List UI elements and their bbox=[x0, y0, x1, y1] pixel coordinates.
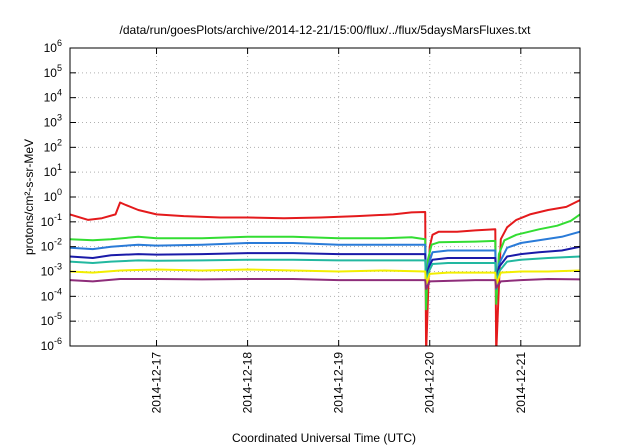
x-tick-label: 2014-12-18 bbox=[241, 352, 255, 414]
series-line-4 bbox=[70, 245, 580, 283]
y-axis-label: protons/cm²-s-sr-MeV bbox=[22, 139, 36, 255]
x-tick-labels: 2014-12-17 2014-12-18 2014-12-19 2014-12-20… bbox=[150, 352, 528, 414]
chart-title: /data/run/goesPlots/archive/2014-12-21/1… bbox=[120, 23, 532, 37]
axes bbox=[69, 47, 581, 347]
series-lines bbox=[70, 199, 580, 346]
x-tick-label: 2014-12-17 bbox=[150, 352, 164, 414]
series-line-7 bbox=[70, 278, 580, 290]
y-tick-label: 100 bbox=[44, 187, 62, 204]
y-tick-label: 10-2 bbox=[41, 237, 62, 254]
x-tick-label: 2014-12-21 bbox=[514, 352, 528, 414]
series-line-1 bbox=[70, 199, 580, 346]
y-tick-label: 104 bbox=[44, 88, 62, 105]
y-tick-label: 106 bbox=[44, 38, 62, 55]
y-tick-label: 10-4 bbox=[41, 286, 62, 303]
series-line-6 bbox=[70, 268, 580, 286]
grid bbox=[70, 48, 580, 346]
x-tick-label: 2014-12-19 bbox=[332, 352, 346, 414]
y-tick-label: 103 bbox=[44, 113, 62, 130]
y-tick-label: 102 bbox=[44, 137, 62, 154]
y-tick-label: 10-1 bbox=[41, 212, 62, 229]
y-tick-label: 101 bbox=[44, 162, 62, 179]
x-axis-label: Coordinated Universal Time (UTC) bbox=[232, 431, 416, 445]
y-tick-label: 105 bbox=[44, 63, 62, 80]
plot-frame bbox=[69, 47, 581, 347]
y-tick-labels: 10-6 10-5 10-4 10-3 10-2 10-1 100 101 102 103 104 1… bbox=[41, 38, 62, 353]
x-tick-label: 2014-12-20 bbox=[423, 352, 437, 414]
y-tick-label: 10-6 bbox=[41, 336, 62, 353]
y-tick-label: 10-3 bbox=[41, 262, 62, 279]
y-tick-label: 10-5 bbox=[41, 311, 62, 328]
